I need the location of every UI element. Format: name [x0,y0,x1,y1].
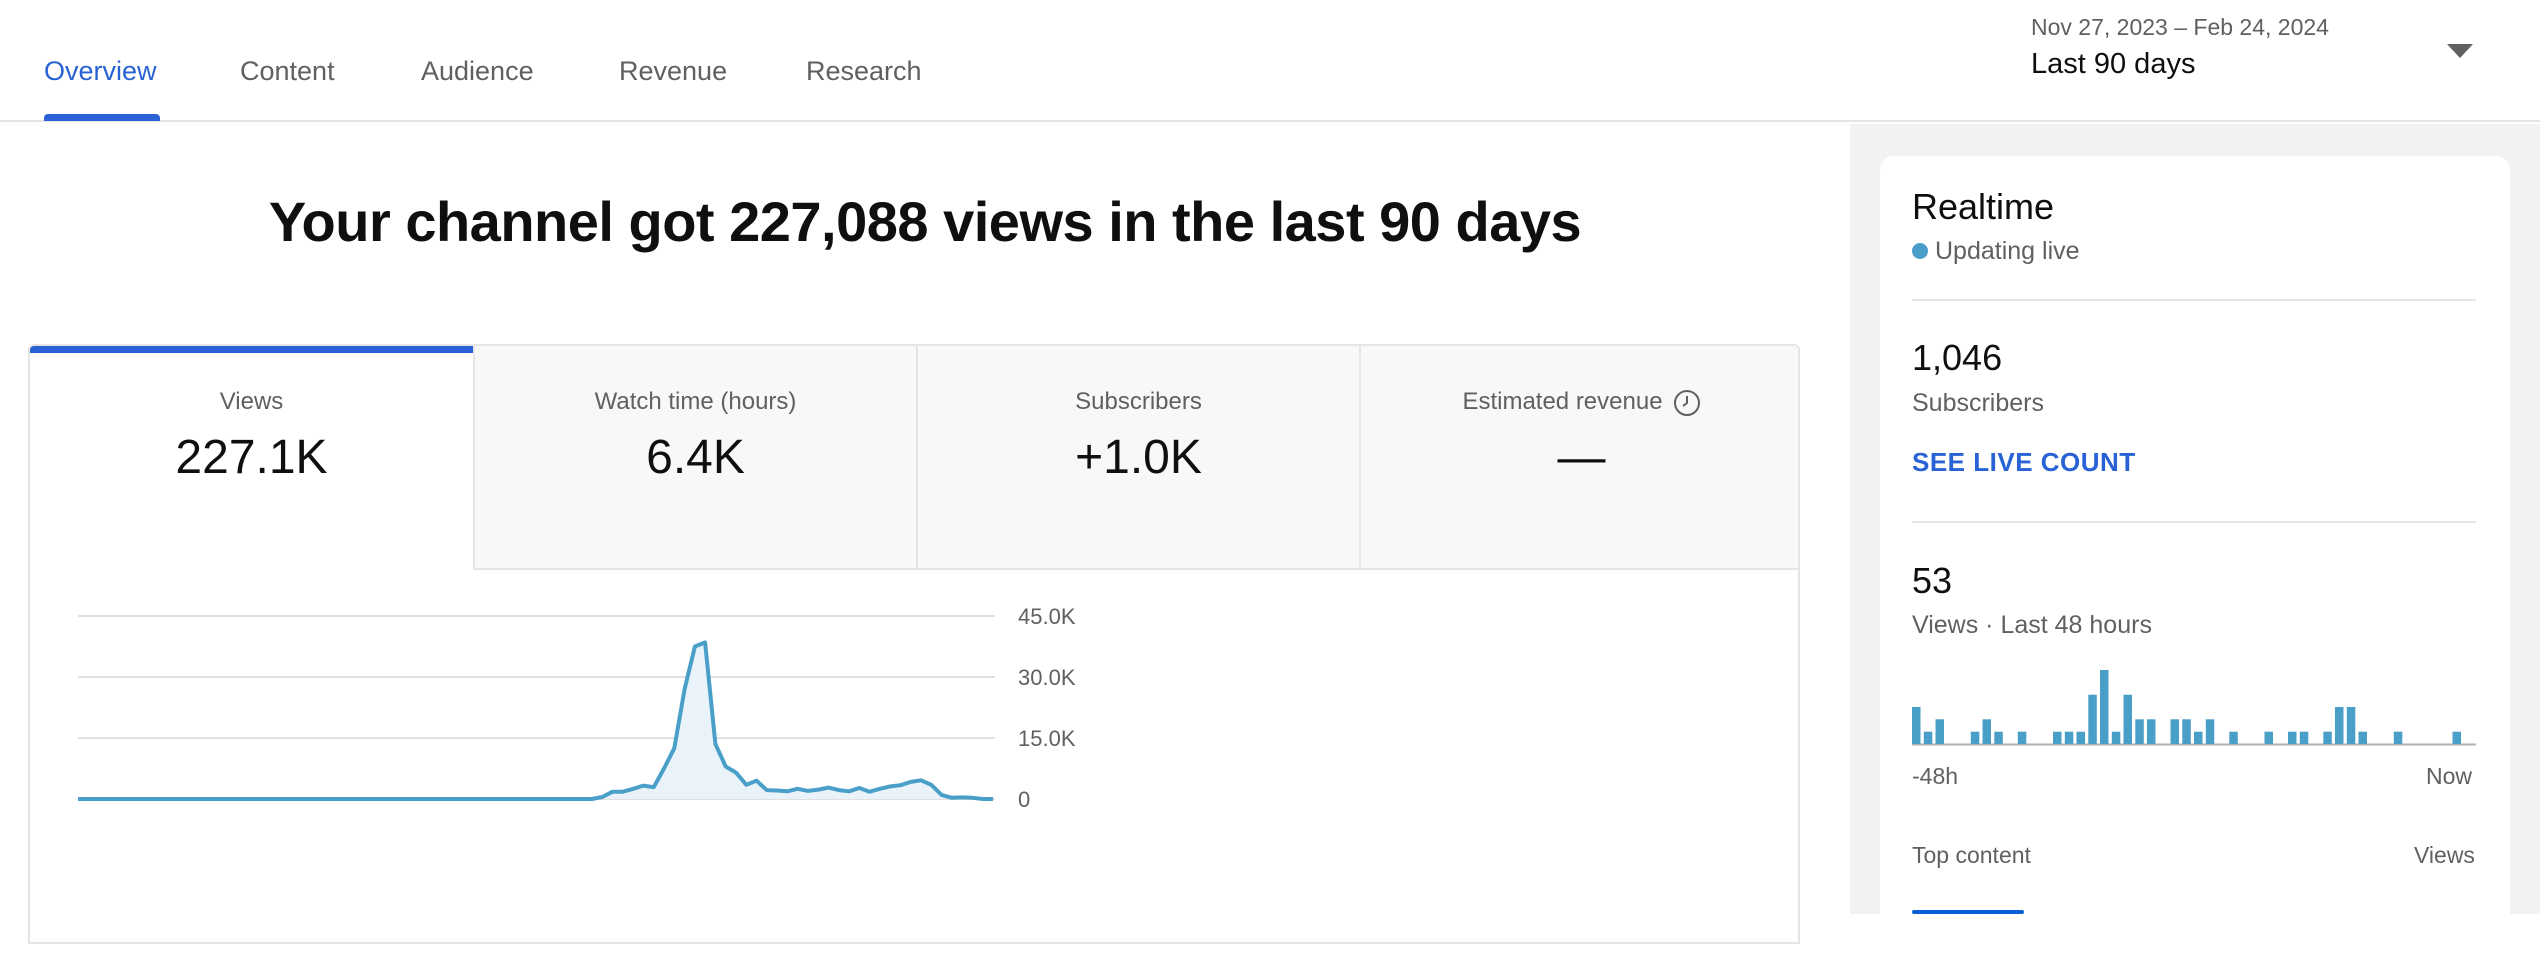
realtime-title: Realtime [1912,186,2054,228]
realtime-views-label: Views · Last 48 hours [1912,611,2152,640]
metric-tab-estimated-revenue[interactable]: Estimated revenue — [1359,346,1800,570]
metric-value: 6.4K [475,430,916,485]
active-tab-indicator [44,114,160,121]
realtime-bar[interactable] [2300,732,2309,744]
metric-label: Estimated revenue [1462,388,1662,415]
realtime-bar[interactable] [2323,732,2332,744]
realtime-subscribers-value: 1,046 [1912,337,2002,379]
realtime-bar-chart [1912,662,2476,746]
see-live-count-link[interactable]: SEE LIVE COUNT [1912,447,2136,478]
divider [1912,521,2476,523]
chart-y-ticks: 45.0K 30.0K 15.0K 0 [1018,604,1076,812]
metric-tab-subscribers[interactable]: Subscribers +1.0K [916,346,1359,570]
realtime-bar[interactable] [2265,732,2274,744]
chart-y-tick-label: 45.0K [1018,604,1076,629]
live-dot-icon [1912,243,1928,259]
realtime-bar[interactable] [1924,732,1933,744]
active-metric-indicator [30,346,473,353]
realtime-bar[interactable] [2147,719,2156,744]
realtime-bar[interactable] [1994,732,2003,744]
realtime-bar[interactable] [2018,732,2027,744]
mini-chart-axis-end: Now [2426,763,2472,790]
date-range-text: Nov 27, 2023 – Feb 24, 2024 [2031,14,2329,41]
tab-revenue[interactable]: Revenue [619,56,727,87]
divider [1912,299,2476,301]
realtime-bar[interactable] [2112,732,2121,744]
chart-area-fill [78,642,993,799]
realtime-bar[interactable] [2053,732,2062,744]
top-nav-bar: Overview Content Audience Revenue Resear… [0,0,2540,122]
realtime-bar[interactable] [2453,732,2462,744]
realtime-bar[interactable] [2135,719,2144,744]
realtime-bar[interactable] [2194,732,2203,744]
views-line-chart: 45.0K 30.0K 15.0K 0 [30,570,1800,944]
metric-value: +1.0K [918,430,1359,485]
realtime-bar[interactable] [2229,732,2238,744]
realtime-subscribers-label: Subscribers [1912,389,2044,418]
realtime-bar[interactable] [2088,695,2097,744]
chart-series-line [78,642,993,799]
realtime-bar[interactable] [1912,707,1921,744]
tab-research[interactable]: Research [806,56,922,87]
realtime-bar[interactable] [2206,719,2215,744]
realtime-bar[interactable] [1983,719,1992,744]
metric-label: Subscribers [918,388,1359,416]
date-range-label: Last 90 days [2031,48,2195,81]
realtime-bar[interactable] [2288,732,2297,744]
metric-value: — [1361,430,1800,485]
mini-chart-axis-start: -48h [1912,763,1958,790]
metric-label: Views [30,388,473,416]
top-content-thumbnail[interactable] [1912,910,2024,914]
realtime-bar[interactable] [2359,732,2368,744]
chart-y-tick-label: 0 [1018,787,1030,812]
page-headline: Your channel got 227,088 views in the la… [0,189,1850,254]
realtime-bar[interactable] [2124,695,2133,744]
top-content-label: Top content [1912,842,2031,869]
metric-label: Watch time (hours) [475,388,916,416]
realtime-bar[interactable] [1971,732,1980,744]
metric-tab-watch-time[interactable]: Watch time (hours) 6.4K [473,346,916,570]
realtime-status: Updating live [1935,237,2080,266]
chart-gridlines [78,616,995,799]
realtime-bar[interactable] [2077,732,2086,744]
metric-tab-views[interactable]: Views 227.1K [30,346,473,570]
realtime-views-value: 53 [1912,560,1952,602]
tab-audience[interactable]: Audience [421,56,534,87]
realtime-bar[interactable] [1936,719,1945,744]
realtime-bar[interactable] [2335,707,2344,744]
chart-points [78,642,993,799]
realtime-bar[interactable] [2347,707,2356,744]
top-content-metric-label: Views [2414,842,2475,869]
tab-overview[interactable]: Overview [44,56,157,87]
metric-label-row: Estimated revenue [1361,388,1800,417]
clock-icon[interactable] [1673,389,1701,417]
realtime-bar[interactable] [2171,719,2180,744]
chart-y-tick-label: 15.0K [1018,726,1076,751]
realtime-bar[interactable] [2182,719,2191,744]
chart-y-tick-label: 30.0K [1018,665,1076,690]
metrics-card: Views 227.1K Watch time (hours) 6.4K Sub… [28,344,1800,944]
mini-chart-bars [1912,670,2461,744]
realtime-bar[interactable] [2100,670,2109,744]
metric-value: 227.1K [30,430,473,485]
realtime-bar[interactable] [2394,732,2403,744]
realtime-card [1880,156,2510,956]
realtime-bar[interactable] [2065,732,2074,744]
caret-down-icon[interactable] [2447,44,2473,58]
tab-content[interactable]: Content [240,56,335,87]
